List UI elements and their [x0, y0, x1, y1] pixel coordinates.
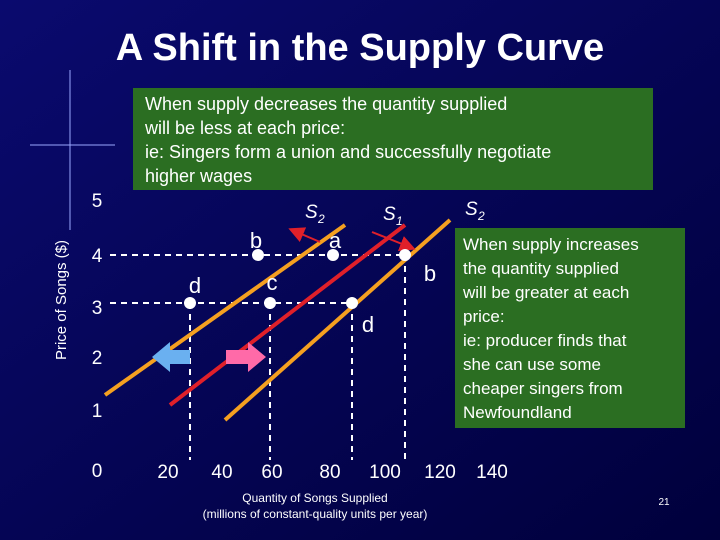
title: A Shift in the Supply Curve	[116, 27, 604, 69]
curve-label: S	[383, 204, 396, 225]
note-line: ie: Singers form a union and successfull…	[145, 142, 551, 162]
y-tick-label: 1	[92, 401, 103, 422]
y-tick-label: 4	[92, 246, 103, 267]
note-line: ie: producer finds that	[463, 331, 627, 350]
note-box	[455, 228, 685, 428]
point-label: b	[424, 261, 436, 286]
curve-s2-right	[223, 218, 452, 422]
x-tick-label: 120	[424, 462, 456, 483]
x-axis-label: Quantity of Songs Supplied	[242, 491, 387, 505]
curve-s1	[168, 223, 407, 407]
note-line: higher wages	[145, 166, 252, 186]
right-arrow	[226, 342, 266, 372]
x-tick-label: 20	[157, 462, 178, 483]
note-line: the quantity supplied	[463, 259, 619, 278]
point-label: c	[267, 270, 278, 295]
point-label: b	[250, 228, 262, 253]
point-label: a	[329, 228, 342, 253]
y-tick-label: 5	[92, 191, 103, 212]
x-tick-label: 80	[319, 462, 340, 483]
shift-arrow	[288, 227, 321, 243]
note-line: Newfoundland	[463, 403, 572, 422]
note-line: cheaper singers from	[463, 379, 623, 398]
curve-label-sub: 2	[317, 212, 325, 226]
x-tick-label: 140	[476, 462, 508, 483]
curve-label: S	[465, 199, 478, 220]
x-axis-label: (millions of constant-quality units per …	[203, 507, 428, 521]
x-tick-label: 100	[369, 462, 401, 483]
note-line: When supply decreases the quantity suppl…	[145, 94, 507, 114]
curve-label: S	[305, 202, 318, 223]
y-tick-label: 3	[92, 298, 103, 319]
left-arrow	[152, 342, 190, 372]
point-label: d	[189, 273, 201, 298]
y-tick-label: 2	[92, 348, 103, 369]
y-tick-label: 0	[92, 461, 103, 482]
note-line: When supply increases	[463, 235, 639, 254]
y-axis-label: Price of Songs ($)	[53, 240, 70, 360]
note-line: she can use some	[463, 355, 601, 374]
point-label: d	[362, 312, 374, 337]
curve-label-sub: 2	[477, 209, 485, 223]
note-increase: When supply increases the quantity suppli…	[462, 235, 639, 422]
shift-arrow	[371, 231, 416, 251]
points	[184, 249, 411, 309]
x-tick-label: 40	[211, 462, 232, 483]
x-tick-label: 60	[261, 462, 282, 483]
page-number: 21	[658, 497, 670, 508]
curve-s2-left	[103, 223, 347, 397]
note-line: price:	[463, 307, 505, 326]
sparkle	[30, 70, 115, 230]
note-line: will be greater at each	[462, 283, 629, 302]
curve-label-sub: 1	[396, 214, 403, 228]
note-decrease: When supply decreases the quantity suppl…	[144, 94, 551, 186]
note-box	[133, 88, 653, 190]
note-line: will be less at each price:	[144, 118, 345, 138]
